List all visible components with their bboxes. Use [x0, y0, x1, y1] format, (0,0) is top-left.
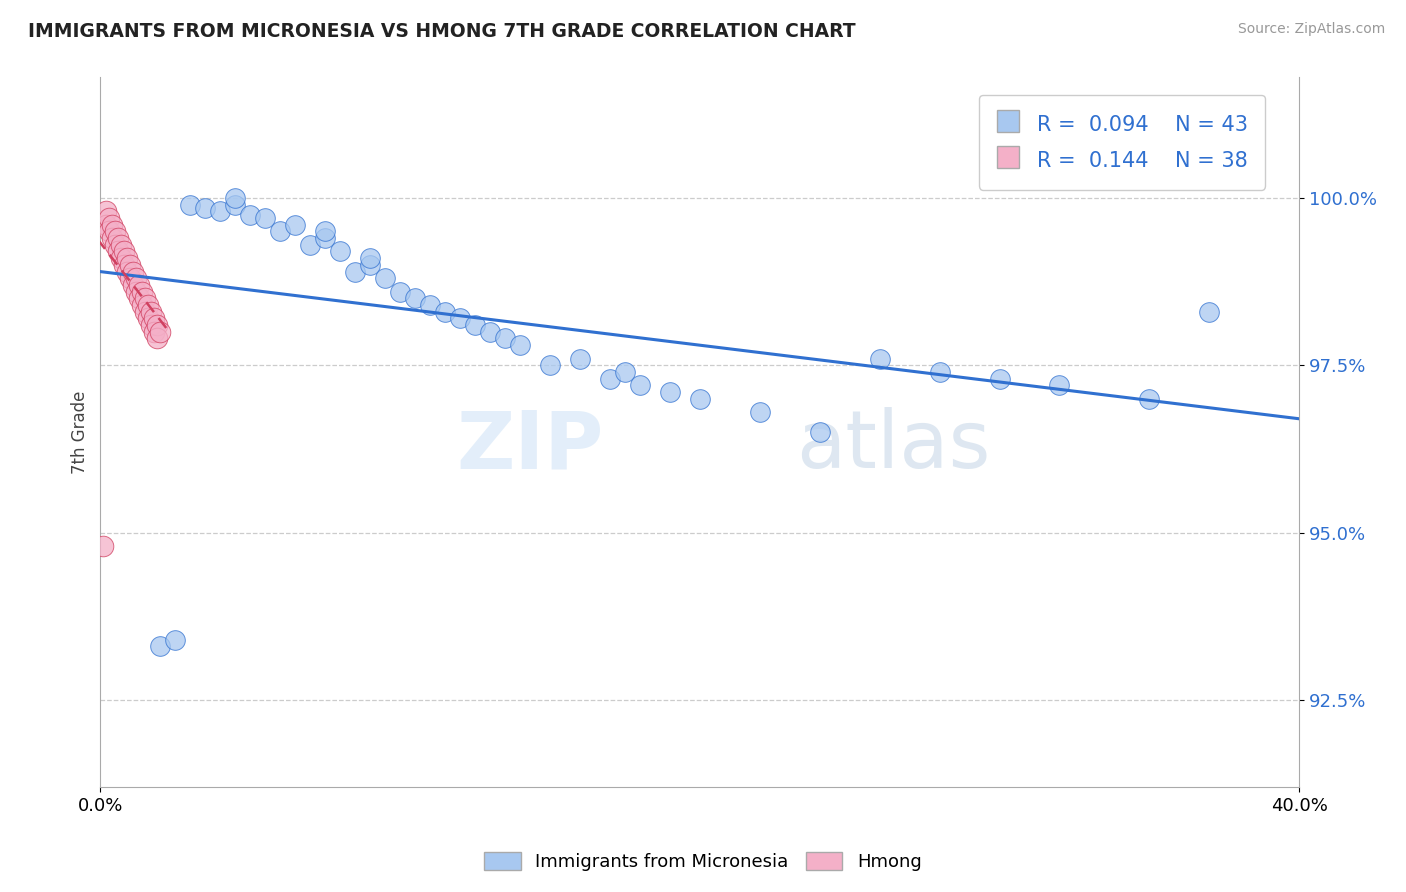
- Point: [509, 338, 531, 352]
- Point: [254, 211, 277, 225]
- Point: [120, 258, 142, 272]
- Text: atlas: atlas: [796, 408, 990, 485]
- Legend: R =  0.094    N = 43, R =  0.144    N = 38: R = 0.094 N = 43, R = 0.144 N = 38: [979, 95, 1265, 189]
- Point: [1137, 392, 1160, 406]
- Point: [613, 365, 636, 379]
- Point: [149, 325, 172, 339]
- Point: [112, 244, 135, 259]
- Point: [464, 318, 486, 332]
- Point: [93, 539, 115, 553]
- Point: [389, 285, 412, 299]
- Point: [117, 251, 139, 265]
- Point: [269, 224, 291, 238]
- Point: [110, 237, 132, 252]
- Point: [299, 237, 322, 252]
- Point: [404, 291, 426, 305]
- Point: [141, 304, 163, 318]
- Point: [136, 298, 159, 312]
- Point: [128, 277, 150, 292]
- Point: [494, 331, 516, 345]
- Point: [628, 378, 651, 392]
- Text: Source: ZipAtlas.com: Source: ZipAtlas.com: [1237, 22, 1385, 37]
- Point: [869, 351, 891, 366]
- Point: [359, 251, 381, 265]
- Point: [107, 244, 129, 259]
- Point: [104, 237, 127, 252]
- Point: [329, 244, 352, 259]
- Point: [98, 211, 121, 225]
- Point: [1198, 304, 1220, 318]
- Point: [359, 258, 381, 272]
- Point: [748, 405, 770, 419]
- Point: [194, 201, 217, 215]
- Point: [104, 224, 127, 238]
- Point: [599, 371, 621, 385]
- Point: [239, 208, 262, 222]
- Point: [988, 371, 1011, 385]
- Point: [96, 204, 118, 219]
- Point: [125, 271, 148, 285]
- Y-axis label: 7th Grade: 7th Grade: [72, 391, 89, 474]
- Point: [314, 224, 336, 238]
- Point: [224, 191, 246, 205]
- Point: [149, 640, 172, 654]
- Text: IMMIGRANTS FROM MICRONESIA VS HMONG 7TH GRADE CORRELATION CHART: IMMIGRANTS FROM MICRONESIA VS HMONG 7TH …: [28, 22, 856, 41]
- Point: [131, 298, 153, 312]
- Point: [434, 304, 457, 318]
- Point: [344, 264, 367, 278]
- Point: [165, 632, 187, 647]
- Point: [98, 224, 121, 238]
- Point: [134, 304, 156, 318]
- Point: [107, 231, 129, 245]
- Point: [179, 197, 201, 211]
- Point: [143, 311, 166, 326]
- Point: [689, 392, 711, 406]
- Point: [136, 311, 159, 326]
- Point: [131, 285, 153, 299]
- Point: [96, 218, 118, 232]
- Text: ZIP: ZIP: [457, 408, 603, 485]
- Point: [128, 291, 150, 305]
- Point: [449, 311, 471, 326]
- Point: [928, 365, 950, 379]
- Point: [141, 318, 163, 332]
- Point: [284, 218, 307, 232]
- Point: [224, 197, 246, 211]
- Point: [478, 325, 501, 339]
- Point: [314, 231, 336, 245]
- Point: [146, 331, 169, 345]
- Point: [538, 358, 561, 372]
- Point: [112, 258, 135, 272]
- Point: [808, 425, 831, 439]
- Point: [101, 218, 124, 232]
- Point: [146, 318, 169, 332]
- Point: [143, 325, 166, 339]
- Point: [134, 291, 156, 305]
- Point: [374, 271, 396, 285]
- Point: [122, 277, 145, 292]
- Point: [419, 298, 441, 312]
- Point: [101, 231, 124, 245]
- Point: [1049, 378, 1071, 392]
- Point: [117, 264, 139, 278]
- Legend: Immigrants from Micronesia, Hmong: Immigrants from Micronesia, Hmong: [477, 845, 929, 879]
- Point: [658, 384, 681, 399]
- Point: [125, 285, 148, 299]
- Point: [568, 351, 591, 366]
- Point: [110, 251, 132, 265]
- Point: [122, 264, 145, 278]
- Point: [209, 204, 232, 219]
- Point: [120, 271, 142, 285]
